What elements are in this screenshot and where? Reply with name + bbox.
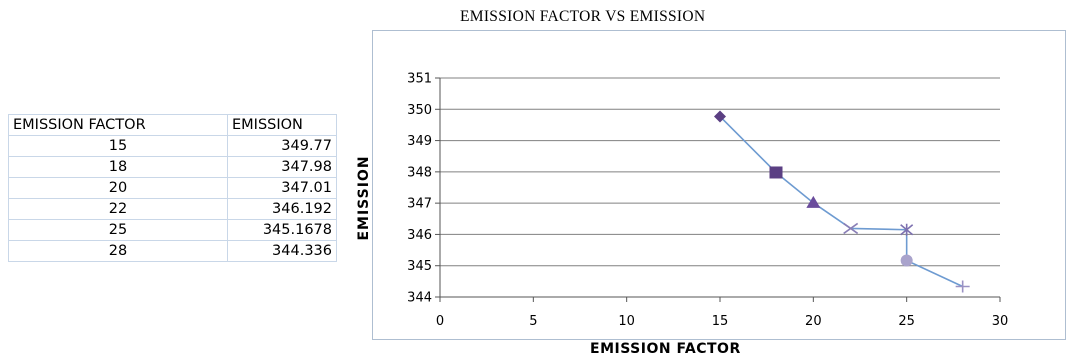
chart-title: EMISSION FACTOR VS EMISSION (460, 8, 706, 25)
y-tick-label: 348 (407, 165, 432, 180)
data-point-x (843, 222, 859, 235)
y-tick-label: 347 (407, 197, 432, 212)
y-axis-label: EMISSION (356, 155, 372, 241)
x-tick-label: 25 (898, 314, 915, 329)
x-tick-label: 20 (805, 314, 822, 329)
x-tick-label: 10 (618, 314, 635, 329)
y-tick-label: 346 (407, 228, 432, 243)
table-header-row: EMISSION FACTOR EMISSION (8, 114, 337, 136)
chart-frame (372, 30, 1066, 340)
data-point-triangle (806, 195, 821, 208)
table-cell-emission: 346.192 (227, 198, 337, 220)
x-tick-label: 30 (992, 314, 1009, 329)
y-tick-label: 350 (407, 103, 432, 118)
table-row: 22 346.192 (8, 198, 337, 220)
y-tick-label: 344 (407, 291, 432, 306)
data-point-plus (955, 280, 970, 293)
data-point-star (900, 223, 914, 236)
data-point-circle (900, 254, 913, 267)
x-tick-label: 5 (529, 314, 537, 329)
table-cell-emission: 344.336 (227, 240, 337, 262)
data-point-diamond (714, 110, 726, 123)
table-cell-factor: 28 (8, 240, 228, 262)
series-line (719, 115, 964, 288)
data-point-square (769, 166, 783, 179)
x-tick-label: 0 (436, 314, 444, 329)
table-cell-factor: 18 (8, 156, 228, 178)
y-tick-label: 349 (407, 134, 432, 149)
data-table: EMISSION FACTOR EMISSION 15 349.77 18 347.… (8, 114, 337, 262)
table-row: 18 347.98 (8, 156, 337, 178)
table-row: 28 344.336 (8, 240, 337, 262)
x-tick-label: 15 (712, 314, 729, 329)
y-tick-label: 351 (407, 72, 432, 87)
y-tick-label: 345 (407, 259, 432, 274)
x-axis-label: EMISSION FACTOR (590, 341, 741, 357)
